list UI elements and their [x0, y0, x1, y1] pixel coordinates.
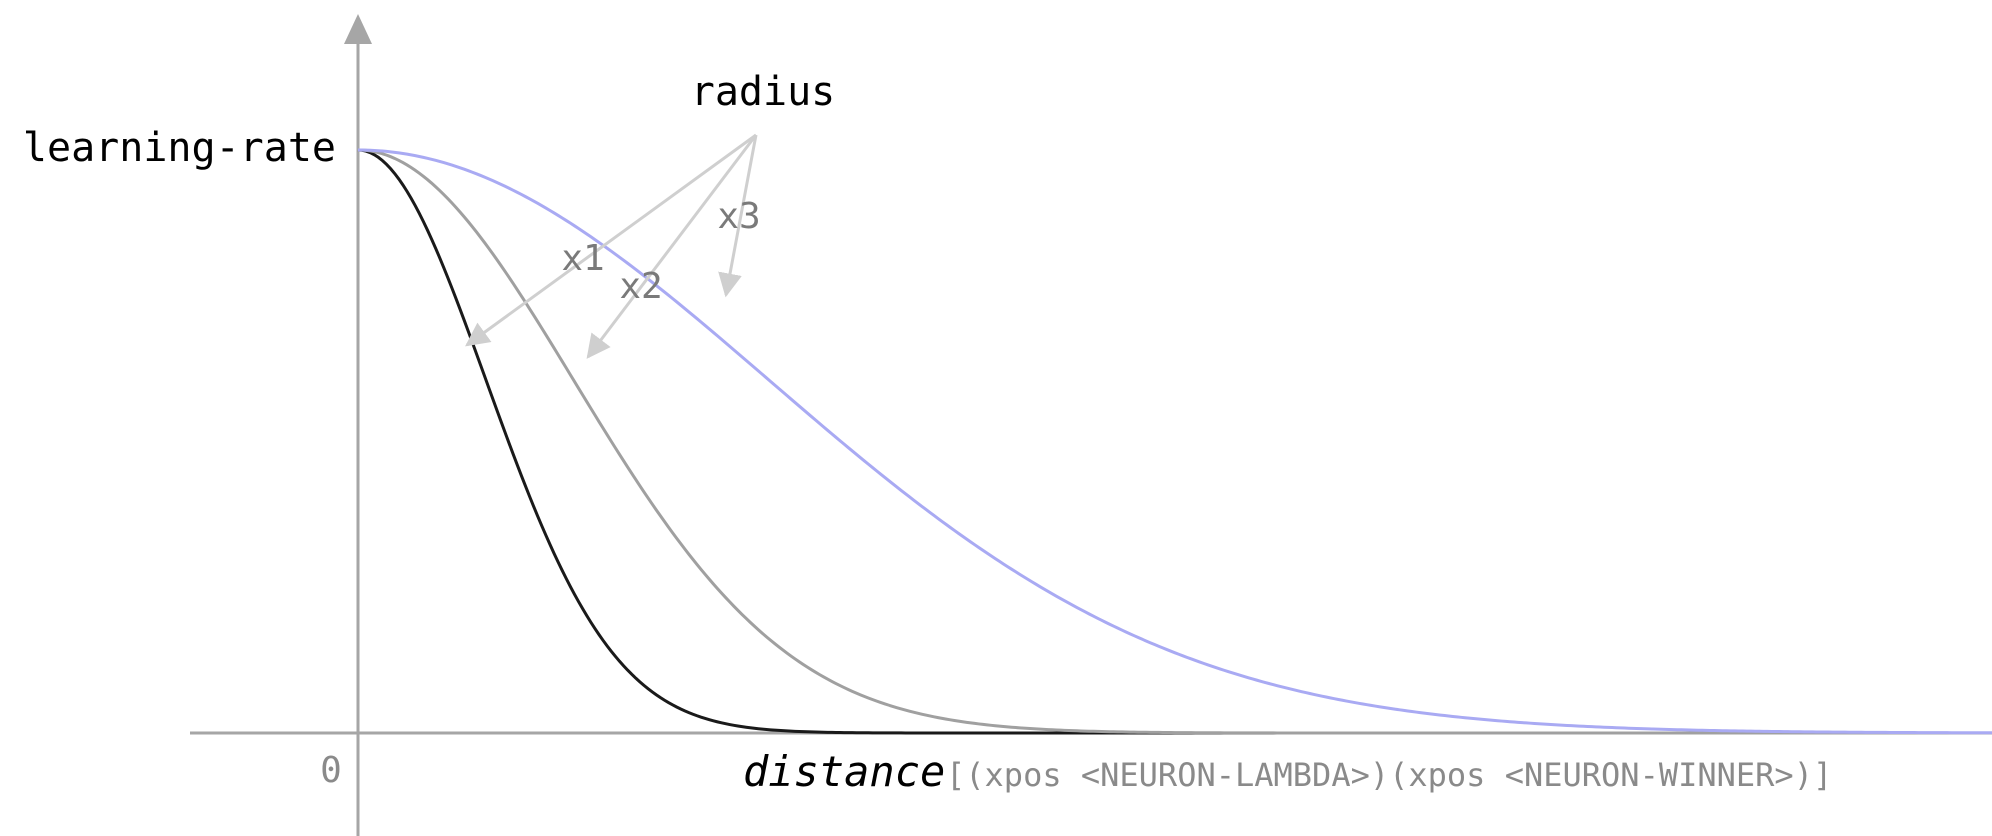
curves	[357, 148, 1992, 735]
radius-x2-label: x2	[619, 266, 662, 307]
radius-arrow-x3	[718, 134, 758, 298]
radius-arrow-x1	[465, 133, 757, 347]
radius-arrow-x2	[586, 134, 758, 359]
y-axis-arrowhead	[344, 14, 372, 44]
curve-x3	[357, 148, 1992, 735]
radius-label: radius	[691, 69, 836, 115]
origin-label: 0	[320, 750, 342, 791]
radius-x1-label: x1	[561, 238, 604, 279]
x-axis-label: distance	[743, 747, 945, 796]
y-axis-label: learning-rate	[23, 125, 336, 171]
radius-x3-label: x3	[717, 196, 760, 237]
x-axis-label-detail: [(xpos <NEURON-LAMBDA>)(xpos <NEURON-WIN…	[946, 756, 1832, 794]
curve-x2	[357, 148, 1992, 735]
radius-annotation	[465, 133, 758, 359]
